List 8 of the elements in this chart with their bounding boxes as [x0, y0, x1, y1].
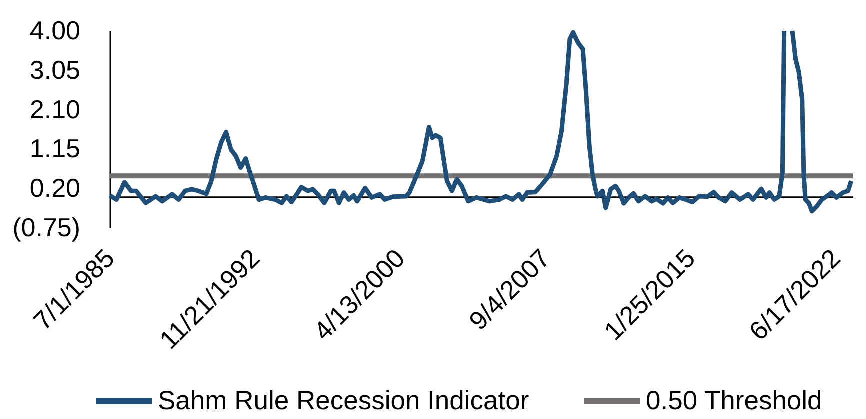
y-tick-label: 1.15	[30, 134, 80, 164]
y-tick-label: (0.75)	[12, 212, 80, 242]
legend-label: 0.50 Threshold	[646, 385, 822, 416]
y-tick-label: 2.10	[30, 94, 80, 124]
y-tick-label: 3.05	[30, 54, 80, 85]
y-tick-label: 0.20	[30, 173, 80, 204]
legend-label: Sahm Rule Recession Indicator	[158, 385, 530, 416]
y-tick-label: 4.00	[30, 16, 80, 46]
